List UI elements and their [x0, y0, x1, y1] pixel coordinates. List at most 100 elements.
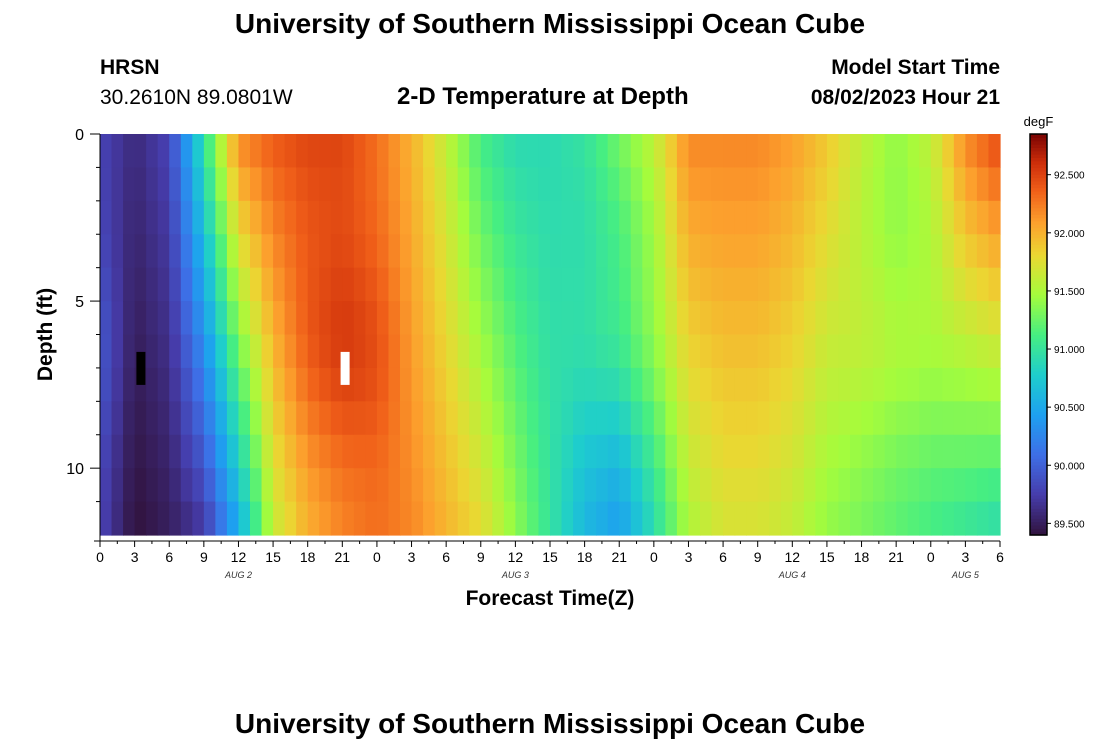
- heatmap-cell: [896, 267, 909, 302]
- heatmap-cell: [353, 334, 366, 369]
- station-coords: 30.2610N 89.0801W: [100, 86, 293, 109]
- heatmap-cell: [342, 501, 355, 536]
- heatmap-cell: [711, 267, 724, 302]
- heatmap-cell: [123, 434, 136, 469]
- heatmap-cell: [953, 167, 966, 202]
- heatmap-cell: [284, 501, 297, 536]
- heatmap-cell: [953, 468, 966, 503]
- colorbar-segment: [1030, 180, 1047, 185]
- heatmap-cell: [273, 234, 286, 269]
- heatmap-cell: [988, 334, 1001, 369]
- heatmap-cell: [192, 367, 205, 402]
- heatmap-cell: [376, 501, 390, 536]
- heatmap-cell: [192, 200, 205, 235]
- heatmap-cell: [342, 301, 355, 336]
- heatmap-cell: [423, 334, 436, 369]
- heatmap-cell: [353, 167, 366, 202]
- heatmap-cell: [307, 167, 320, 202]
- colorbar-segment: [1030, 154, 1047, 158]
- heatmap-cell: [976, 401, 990, 436]
- heatmap-cell: [284, 134, 297, 169]
- colorbar-segment: [1030, 220, 1047, 225]
- heatmap-cell: [884, 267, 897, 302]
- heatmap-cell: [342, 134, 355, 169]
- heatmap-cell: [826, 401, 840, 436]
- heatmap-cell: [884, 301, 897, 336]
- heatmap-cell: [723, 234, 736, 269]
- heatmap-cell: [584, 200, 597, 235]
- heatmap-cell: [388, 367, 401, 402]
- heatmap-cell: [469, 267, 482, 302]
- heatmap-cell: [792, 367, 805, 402]
- heatmap-cell: [988, 468, 1001, 503]
- heatmap-cell: [711, 234, 724, 269]
- heatmap-cell: [238, 468, 251, 503]
- colorbar-frame: [1029, 133, 1048, 536]
- heatmap-cell: [203, 167, 216, 202]
- heatmap-cell: [400, 367, 413, 402]
- heatmap-cell: [365, 334, 378, 369]
- heatmap-cell: [342, 167, 355, 202]
- heatmap-cell: [480, 367, 493, 402]
- heatmap-cell: [111, 267, 124, 302]
- heatmap-cell: [411, 167, 424, 202]
- heatmap-cell: [100, 301, 113, 336]
- heatmap-cell: [365, 401, 378, 436]
- heatmap-cell: [111, 334, 124, 369]
- heatmap-cell: [273, 200, 286, 235]
- heatmap-cell: [953, 234, 966, 269]
- heatmap-cell: [653, 468, 666, 503]
- heatmap-cell: [469, 367, 482, 402]
- heatmap-cell: [769, 468, 782, 503]
- colorbar-segment: [1030, 174, 1047, 179]
- heatmap-cell: [826, 301, 840, 336]
- heatmap-cell: [988, 267, 1001, 302]
- heatmap-cell: [180, 401, 193, 436]
- colorbar-segment: [1030, 264, 1047, 269]
- colorbar-segment: [1030, 428, 1047, 433]
- heatmap-cell: [111, 167, 124, 202]
- colorbar-segment: [1030, 257, 1047, 262]
- x-tick-label: 18: [300, 549, 316, 565]
- colorbar-segment: [1030, 494, 1047, 499]
- colorbar-segment: [1030, 327, 1047, 332]
- heatmap-cell: [838, 234, 851, 269]
- x-tick-label: 0: [96, 549, 104, 565]
- heatmap-cell: [584, 167, 597, 202]
- heatmap-cell: [307, 367, 320, 402]
- heatmap-cell: [746, 434, 759, 469]
- heatmap-cell: [261, 301, 274, 336]
- heatmap-cell: [146, 134, 159, 169]
- heatmap-cell: [607, 267, 620, 302]
- heatmap-cell: [203, 401, 216, 436]
- heatmap-cell: [573, 367, 586, 402]
- colorbar-segment: [1030, 424, 1047, 429]
- colorbar-segment: [1030, 157, 1047, 162]
- heatmap-cell: [238, 234, 251, 269]
- heatmap-cell: [653, 501, 666, 536]
- heatmap-cell: [123, 334, 136, 369]
- heatmap-cell: [976, 334, 990, 369]
- heatmap-cell: [757, 200, 770, 235]
- heatmap-cell: [988, 401, 1001, 436]
- heatmap-cell: [284, 334, 297, 369]
- heatmap-cell: [215, 501, 228, 536]
- x-tick-label: 18: [854, 549, 870, 565]
- heatmap-cell: [503, 167, 516, 202]
- heatmap-cell: [584, 434, 597, 469]
- heatmap-cell: [653, 134, 666, 169]
- heatmap-cell: [250, 334, 263, 369]
- colorbar-segment: [1030, 194, 1047, 199]
- heatmap-cell: [365, 301, 378, 336]
- heatmap-cell: [630, 401, 643, 436]
- colorbar-segment: [1030, 267, 1047, 272]
- heatmap-cell: [296, 200, 309, 235]
- heatmap-cell: [803, 401, 816, 436]
- heatmap-cell: [757, 134, 770, 169]
- heatmap-cell: [215, 434, 228, 469]
- heatmap-cell: [146, 468, 159, 503]
- heatmap-cell: [757, 501, 770, 536]
- x-tick-label: 6: [719, 549, 727, 565]
- heatmap-cell: [826, 134, 840, 169]
- heatmap-cell: [861, 434, 874, 469]
